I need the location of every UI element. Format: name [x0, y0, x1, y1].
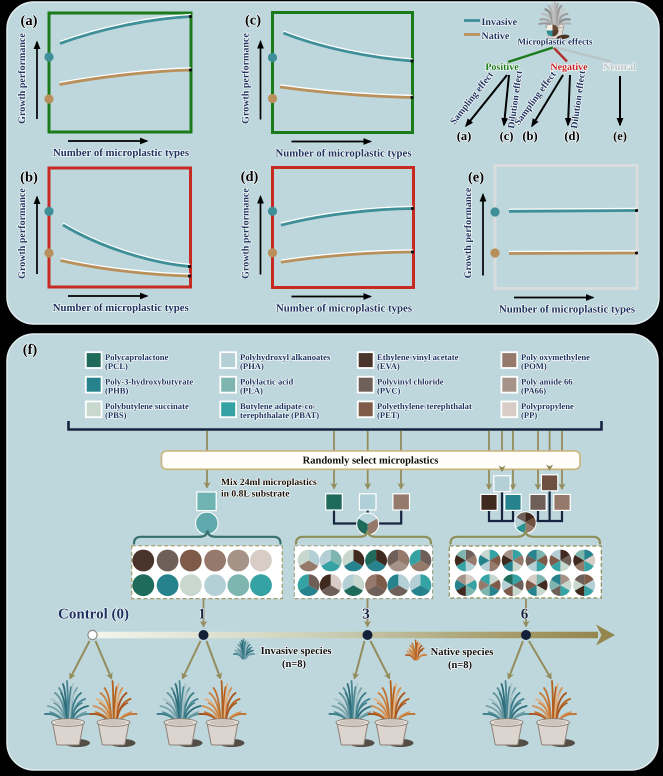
svg-text:Microplastic effects: Microplastic effects — [517, 37, 593, 47]
svg-text:3: 3 — [362, 607, 370, 623]
svg-text:(PP): (PP) — [521, 410, 537, 420]
svg-text:Control (0): Control (0) — [58, 607, 129, 623]
svg-text:Invasive: Invasive — [482, 17, 518, 28]
svg-text:Neutral: Neutral — [603, 62, 636, 73]
svg-text:(PET): (PET) — [377, 410, 400, 420]
svg-text:(b): (b) — [522, 129, 537, 143]
svg-text:6: 6 — [521, 607, 529, 623]
svg-text:Number of microplastic types: Number of microplastic types — [499, 304, 635, 316]
svg-text:(d): (d) — [564, 129, 579, 143]
svg-text:(PVC): (PVC) — [377, 386, 401, 396]
svg-text:Growth performance: Growth performance — [17, 33, 28, 124]
svg-text:(PBS): (PBS) — [105, 410, 127, 420]
svg-text:Growth performance: Growth performance — [463, 187, 474, 278]
svg-text:(b): (b) — [20, 170, 38, 186]
svg-text:Native: Native — [482, 31, 510, 42]
svg-text:(PA66): (PA66) — [521, 386, 546, 396]
svg-text:Negative: Negative — [550, 62, 588, 73]
svg-text:Polycaprolactone: Polycaprolactone — [105, 352, 169, 362]
svg-text:Polyhydroxyl alkanoates: Polyhydroxyl alkanoates — [240, 352, 331, 362]
svg-text:(n=8): (n=8) — [448, 660, 473, 671]
svg-text:Polyvinyl chloride: Polyvinyl chloride — [377, 377, 444, 387]
svg-text:Number of microplastic types: Number of microplastic types — [276, 303, 412, 315]
svg-text:(f): (f) — [23, 342, 38, 358]
svg-text:(a): (a) — [21, 13, 38, 29]
svg-text:Randomly select microplastics: Randomly select microplastics — [303, 456, 439, 467]
svg-text:(a): (a) — [457, 129, 472, 143]
svg-text:Polypropylene: Polypropylene — [521, 401, 574, 411]
svg-text:Number of microplastic types: Number of microplastic types — [275, 148, 411, 160]
svg-text:Invasive species: Invasive species — [261, 646, 332, 657]
svg-text:in 0.8L substrate: in 0.8L substrate — [221, 489, 290, 500]
svg-text:Polybutylene succinate: Polybutylene succinate — [105, 401, 189, 411]
svg-text:Growth performance: Growth performance — [17, 188, 28, 279]
svg-text:Poly oxymethylene: Poly oxymethylene — [521, 352, 590, 362]
svg-text:Polylactic acid: Polylactic acid — [240, 377, 293, 387]
svg-text:Polyethylene-terephthalat: Polyethylene-terephthalat — [377, 401, 472, 411]
svg-text:(POM): (POM) — [521, 361, 547, 371]
svg-text:Mix 24ml microplastics: Mix 24ml microplastics — [221, 477, 317, 488]
svg-text:(c): (c) — [245, 13, 261, 29]
svg-text:terephthalate (PBAT): terephthalate (PBAT) — [240, 410, 319, 420]
svg-text:Native species: Native species — [431, 647, 494, 658]
svg-text:Poly-3-hydroxybutyrate: Poly-3-hydroxybutyrate — [105, 377, 193, 387]
svg-text:Number of microplastic types: Number of microplastic types — [53, 302, 189, 314]
svg-text:(PHA): (PHA) — [240, 361, 264, 371]
svg-text:Growth performance: Growth performance — [241, 188, 252, 279]
svg-text:1: 1 — [198, 607, 206, 623]
svg-text:Positive: Positive — [485, 62, 519, 73]
svg-text:(e): (e) — [613, 129, 627, 143]
svg-text:(e): (e) — [468, 170, 484, 186]
svg-text:Ethylene-vinyl acetate: Ethylene-vinyl acetate — [377, 352, 459, 362]
svg-text:(n=8): (n=8) — [282, 659, 307, 670]
svg-text:(c): (c) — [500, 129, 514, 143]
svg-text:(PCL): (PCL) — [105, 361, 128, 371]
svg-text:Butylene adipate-co-: Butylene adipate-co- — [240, 401, 316, 411]
svg-text:(PHB): (PHB) — [105, 386, 129, 396]
svg-text:Poly amide 66: Poly amide 66 — [521, 377, 573, 387]
svg-text:(PLA): (PLA) — [240, 386, 263, 396]
svg-text:Number of microplastic types: Number of microplastic types — [53, 147, 189, 159]
svg-text:(EVA): (EVA) — [377, 361, 400, 371]
svg-text:Growth performance: Growth performance — [241, 33, 252, 124]
svg-text:(d): (d) — [241, 169, 259, 185]
